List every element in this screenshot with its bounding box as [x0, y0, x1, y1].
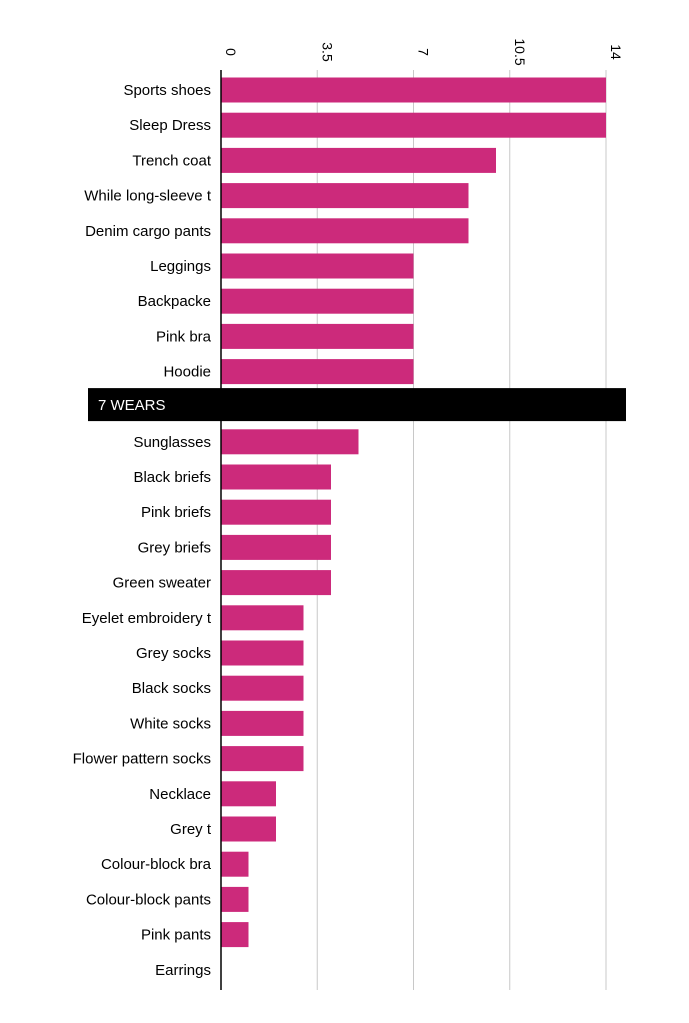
bar: [221, 640, 304, 666]
separator-band-bg: [88, 388, 626, 422]
category-label: Grey briefs: [138, 539, 211, 556]
bar: [221, 781, 276, 807]
bar: [221, 253, 414, 279]
bar: [221, 323, 414, 349]
separator-band: 7 WEARS: [88, 388, 626, 422]
bar: [221, 570, 331, 596]
category-label: Denim cargo pants: [85, 223, 211, 240]
category-label: Trench coat: [132, 152, 211, 169]
category-label: While long-sleeve t: [84, 188, 212, 205]
bar: [221, 288, 414, 314]
bar: [221, 816, 276, 842]
x-tick-label: 0: [223, 48, 239, 56]
bar: [221, 746, 304, 772]
category-label: Leggings: [150, 258, 211, 275]
category-label: Necklace: [149, 786, 211, 803]
bar: [221, 851, 249, 877]
category-label: Sleep Dress: [129, 117, 211, 134]
bar: [221, 218, 469, 244]
bar: [221, 499, 331, 525]
category-label: Earrings: [155, 962, 211, 979]
category-label: Sunglasses: [133, 434, 211, 451]
bar: [221, 922, 249, 948]
bar: [221, 429, 359, 455]
category-label: Grey socks: [136, 645, 211, 662]
category-label: Black briefs: [133, 469, 211, 486]
bar: [221, 605, 304, 631]
bar: [221, 675, 304, 701]
category-label: Colour-block pants: [86, 891, 211, 908]
x-tick-label: 3.5: [319, 42, 335, 62]
bar: [221, 886, 249, 912]
category-label: Green sweater: [113, 575, 211, 592]
bar: [221, 183, 469, 209]
category-label: Sports shoes: [123, 82, 211, 99]
category-label: Hoodie: [163, 364, 211, 381]
x-axis-ticks: 0 3.5 7 10.5 14: [223, 38, 624, 65]
category-label: Colour-block bra: [101, 856, 212, 873]
category-label: Pink briefs: [141, 504, 211, 521]
bar: [221, 77, 606, 103]
bar: [221, 147, 496, 173]
x-tick-label: 14: [608, 44, 624, 60]
category-label: Flower pattern socks: [73, 751, 211, 768]
separator-label: 7 WEARS: [98, 397, 166, 414]
bar: [221, 464, 331, 490]
category-label: Black socks: [132, 680, 211, 697]
category-label: Eyelet embroidery t: [82, 610, 212, 627]
x-tick-label: 10.5: [512, 38, 528, 65]
category-label: Pink pants: [141, 927, 211, 944]
x-tick-label: 7: [416, 48, 432, 56]
category-label: White socks: [130, 715, 211, 732]
bar: [221, 112, 606, 138]
bar: [221, 710, 304, 736]
bar: [221, 534, 331, 560]
category-label: Pink bra: [156, 328, 212, 345]
category-label: Grey t: [170, 821, 212, 838]
category-labels: Sports shoes Sleep Dress Trench coat While …: [73, 82, 212, 979]
bar: [221, 359, 414, 385]
bars: [221, 77, 606, 948]
category-label: Backpacke: [138, 293, 211, 310]
